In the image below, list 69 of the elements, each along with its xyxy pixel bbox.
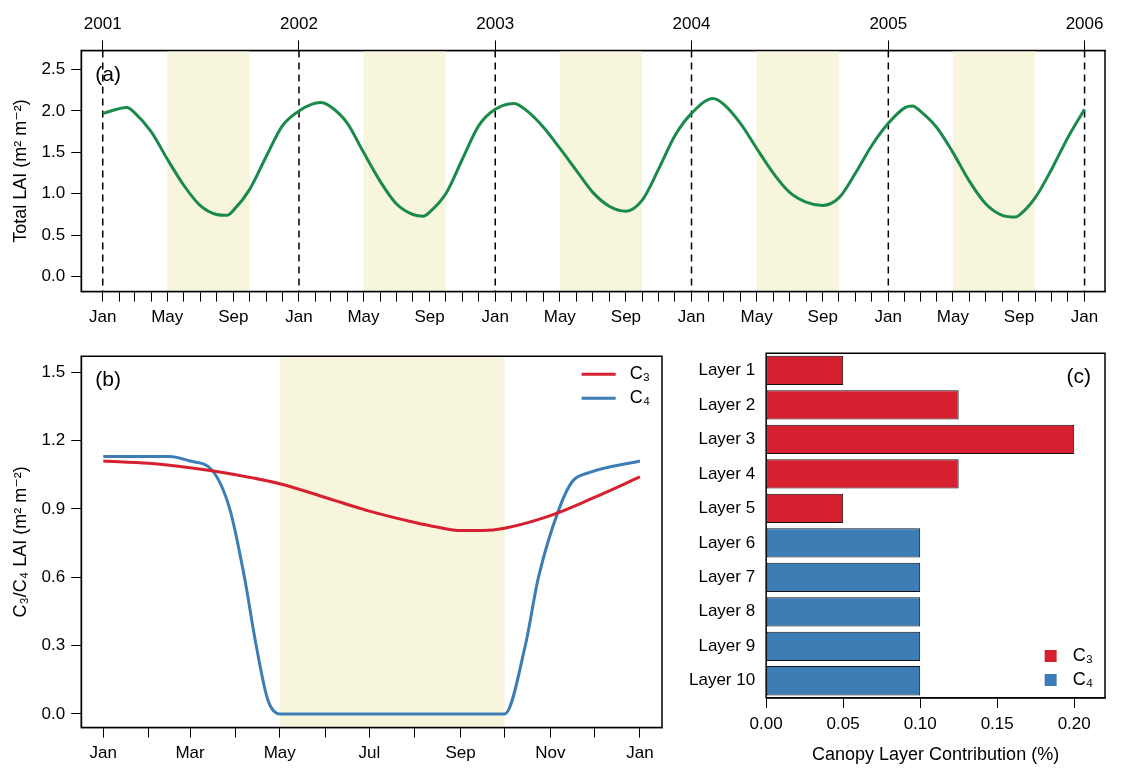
x-tick-label: May [263, 743, 297, 763]
y-tick-label: 0.3 [41, 635, 66, 655]
x-tick-label: Sep [1003, 307, 1035, 327]
y-tick-label: Layer 8 [698, 601, 756, 621]
y-tick-label: Layer 7 [698, 567, 756, 587]
y-tick-label: Layer 4 [698, 463, 756, 483]
y-tick-label: 2.0 [41, 100, 66, 120]
x2-tick-label: 2001 [83, 13, 122, 33]
y-tick-label: 0.0 [41, 266, 66, 286]
x-tick-label: Sep [445, 743, 476, 763]
x-tick-label: Nov [535, 743, 566, 763]
line-series [101, 454, 642, 716]
x-tick-label: Sep [610, 307, 642, 327]
x-tick-label: Jan [677, 307, 706, 327]
x-tick-label: Jul [358, 743, 381, 763]
y-axis-title: C₃/C₄ LAI (m² m⁻²) [9, 466, 30, 618]
x-tick-label: May [740, 307, 774, 327]
x-tick-label: Jan [626, 743, 654, 763]
x2-tick-label: 2006 [1065, 13, 1104, 33]
x-tick-label: 0.15 [980, 713, 1014, 733]
x-tick-label: Sep [807, 307, 838, 327]
legend-label: C₄ [1072, 668, 1094, 689]
x-tick-label: May [543, 307, 577, 327]
x-tick-label: Jan [285, 307, 313, 327]
x-tick-label: May [347, 307, 381, 327]
x-tick-label: Sep [218, 307, 249, 327]
x-tick-label: 0.05 [826, 713, 860, 733]
x-tick-label: 0.20 [1057, 713, 1091, 733]
x-tick-label: May [151, 307, 184, 327]
x2-tick-label: 2002 [280, 13, 318, 33]
x-tick-label: 0.10 [903, 713, 937, 733]
x-tick-label: May [936, 307, 970, 327]
x-tick-label: 0.00 [749, 713, 783, 733]
x-tick-label: Sep [414, 307, 445, 327]
y-tick-label: 1.0 [41, 183, 66, 203]
x-axis-title: Canopy Layer Contribution (%) [812, 744, 1060, 765]
x-tick-label: Jan [1070, 307, 1099, 327]
y-tick-label: Layer 10 [688, 670, 756, 690]
line-series [101, 459, 642, 533]
y-tick-label: 2.5 [41, 59, 66, 79]
y-tick-label: 0.5 [41, 224, 66, 244]
y-tick-label: 0.9 [41, 498, 66, 518]
y-tick-label: 1.2 [41, 430, 66, 450]
legend-label: C₃ [1072, 644, 1093, 665]
y-tick-label: Layer 3 [698, 429, 756, 449]
y-tick-label: 0.0 [41, 703, 66, 723]
annotation: (b) [95, 367, 121, 391]
x-tick-label: Jan [874, 307, 903, 327]
y-tick-label: 1.5 [41, 361, 66, 381]
y-tick-label: Layer 2 [698, 394, 756, 414]
x-tick-label: Mar [175, 743, 206, 763]
y-tick-label: Layer 1 [698, 360, 756, 380]
x2-tick-label: 2003 [476, 13, 515, 33]
annotation: (a) [95, 61, 121, 85]
y-axis-title: Total LAI (m² m⁻²) [9, 99, 30, 243]
x-tick-label: Jan [481, 307, 509, 327]
y-tick-label: 0.6 [41, 566, 66, 586]
y-tick-label: Layer 9 [698, 635, 756, 655]
x-tick-label: Jan [89, 743, 117, 763]
y-tick-label: Layer 6 [698, 532, 756, 552]
y-tick-label: Layer 5 [698, 498, 756, 518]
y-tick-label: 1.5 [41, 142, 66, 162]
legend-label: C₄ [629, 387, 651, 408]
annotation: (c) [1066, 364, 1091, 388]
line-series [101, 96, 1087, 219]
legend-label: C₃ [629, 363, 650, 384]
x-tick-label: Jan [89, 307, 117, 327]
x2-tick-label: 2005 [869, 13, 908, 33]
x2-tick-label: 2004 [672, 13, 711, 33]
